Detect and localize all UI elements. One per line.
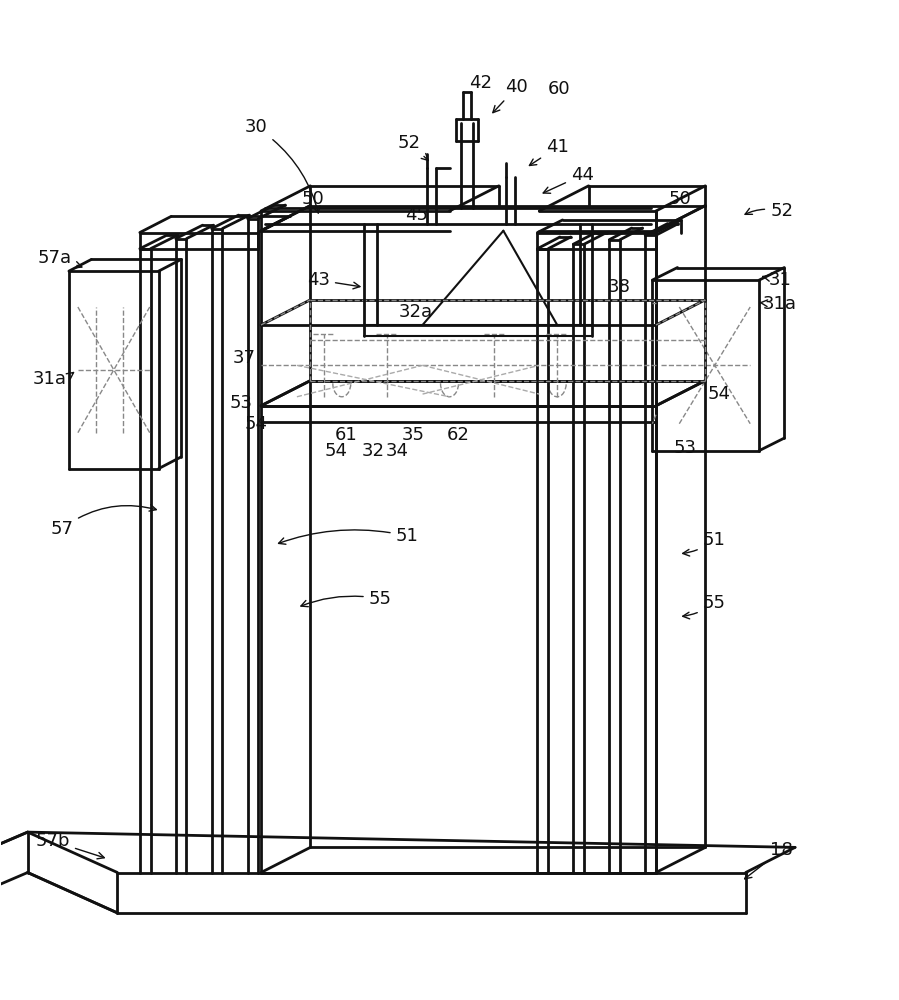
- Text: 37: 37: [233, 349, 255, 367]
- Text: 32: 32: [361, 442, 385, 460]
- Text: 53: 53: [673, 439, 696, 457]
- Text: 54: 54: [708, 385, 730, 403]
- Text: 60: 60: [547, 80, 570, 98]
- Text: 52: 52: [745, 202, 793, 220]
- Text: 55: 55: [301, 590, 392, 608]
- Text: 18: 18: [744, 841, 793, 879]
- Text: 45: 45: [405, 206, 428, 224]
- Text: 35: 35: [402, 426, 425, 444]
- Text: 30: 30: [245, 118, 320, 213]
- Text: 57a: 57a: [38, 249, 82, 268]
- Text: 42: 42: [469, 74, 493, 92]
- Text: 38: 38: [608, 278, 630, 296]
- Text: 51: 51: [682, 531, 725, 556]
- Text: 50: 50: [302, 190, 325, 208]
- Text: 55: 55: [682, 594, 725, 619]
- Text: 61: 61: [335, 426, 358, 444]
- Text: 53: 53: [230, 394, 253, 412]
- Text: 54: 54: [325, 442, 348, 460]
- Text: 41: 41: [530, 138, 569, 166]
- Text: 31: 31: [762, 271, 791, 289]
- Text: 57: 57: [50, 505, 156, 538]
- Text: 50: 50: [669, 190, 691, 208]
- Text: 51: 51: [279, 527, 419, 545]
- Text: 52: 52: [397, 134, 428, 160]
- Text: 32a: 32a: [398, 303, 432, 321]
- Text: 40: 40: [493, 78, 529, 113]
- Text: 31a: 31a: [760, 295, 797, 313]
- Text: 44: 44: [543, 166, 594, 193]
- Text: 43: 43: [307, 271, 360, 289]
- Text: 57b: 57b: [35, 832, 104, 859]
- Text: 34: 34: [386, 442, 409, 460]
- Text: 62: 62: [447, 426, 470, 444]
- Text: 54: 54: [245, 415, 268, 433]
- Text: 31a: 31a: [33, 370, 74, 388]
